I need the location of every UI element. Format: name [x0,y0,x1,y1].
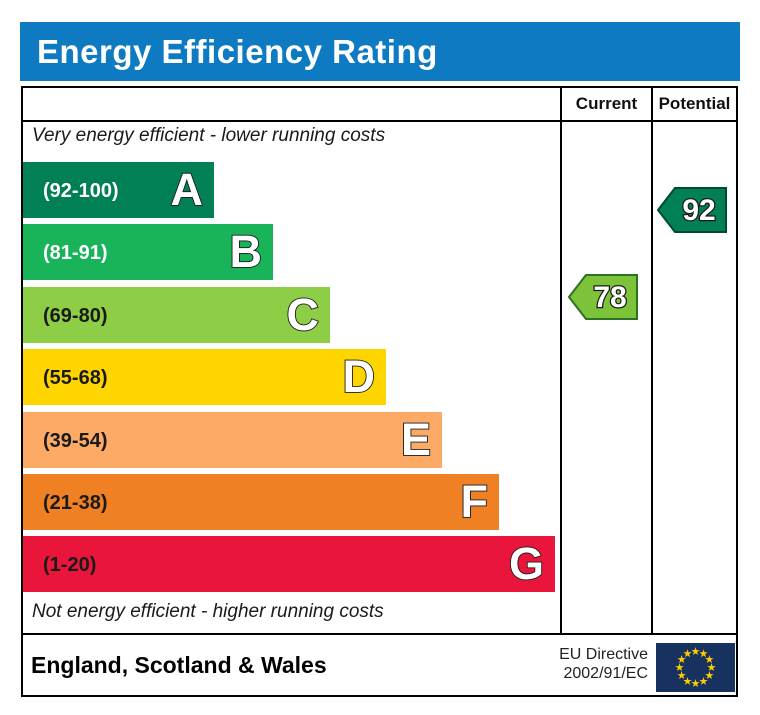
band-c-range: (69-80) [43,305,108,327]
title-bar: Energy Efficiency Rating [20,22,740,81]
column-header-current: Current [575,94,638,113]
band-a: (92-100) A [23,162,214,218]
current-rating-arrow: 78 [568,274,638,320]
current-rating-value: 78 [593,281,626,314]
potential-rating-arrow: 92 [657,187,727,233]
band-g-letter: G [508,537,545,590]
top-note: Very energy efficient - lower running co… [32,125,386,146]
page-title: Energy Efficiency Rating [37,32,438,70]
region-label: England, Scotland & Wales [31,652,327,678]
band-b-letter: B [229,225,263,278]
current-column-divider [560,88,562,635]
column-header-potential: Potential [658,94,731,113]
band-g-range: (1-20) [43,554,97,576]
band-b: (81-91) B [23,224,273,280]
band-f-letter: F [460,475,489,528]
band-e-letter: E [400,413,432,466]
footer-separator-line [23,633,736,635]
band-g: (1-20) G [23,536,555,592]
band-c-letter: C [286,288,320,341]
header-separator-line [23,120,736,122]
eu-directive-label: EU Directive 2002/91/EC [559,645,648,683]
band-a-range: (92-100) [43,180,119,202]
band-d-letter: D [342,350,376,403]
band-d-range: (55-68) [43,367,108,389]
band-b-range: (81-91) [43,242,108,264]
rating-table: Current Potential Very energy efficient … [21,86,738,697]
potential-rating-value: 92 [682,194,715,227]
band-e-range: (39-54) [43,430,108,452]
band-f: (21-38) F [23,474,499,530]
band-f-range: (21-38) [43,492,108,514]
band-e: (39-54) E [23,412,442,468]
eu-directive-line1: EU Directive [559,646,648,663]
band-c: (69-80) C [23,287,330,343]
eu-flag-icon [656,643,735,692]
band-a-letter: A [170,163,204,216]
bottom-note: Not energy efficient - higher running co… [32,601,384,622]
potential-column-divider [651,88,653,635]
eu-directive-line2: 2002/91/EC [563,665,648,682]
band-d: (55-68) D [23,349,386,405]
